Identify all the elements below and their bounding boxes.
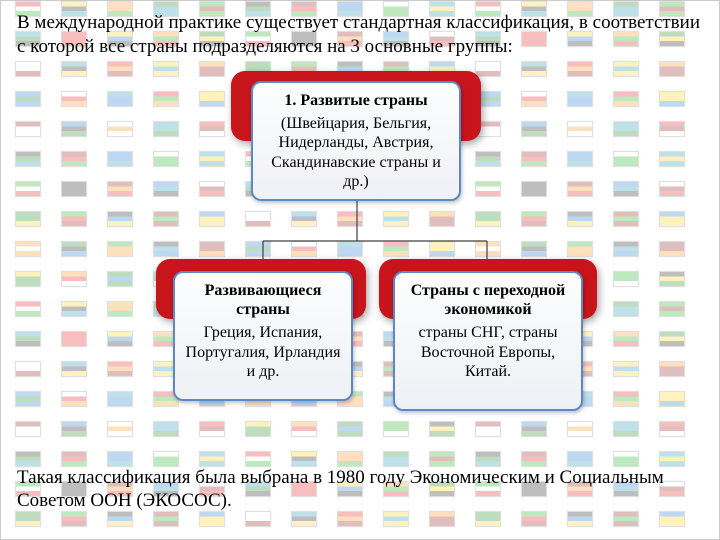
node-left-title: Развивающиеся страны [185, 281, 341, 319]
node-root: 1. Развитые страны (Швейцария, Бельгия, Н… [251, 81, 461, 201]
node-root-title: 1. Развитые страны [263, 91, 449, 110]
node-left-body: Греция, Испания, Португалия, Ирландия и … [185, 323, 341, 381]
node-right-body: страны СНГ, страны Восточной Европы, Кит… [405, 323, 571, 381]
content-layer: В международной практике существует стан… [1, 1, 719, 539]
node-root-body: (Швейцария, Бельгия, Нидерланды, Австрия… [263, 114, 449, 191]
node-left: Развивающиеся страны Греция, Испания, Пор… [173, 271, 353, 401]
country-classification-tree: 1. Развитые страны (Швейцария, Бельгия, Н… [1, 81, 719, 441]
node-right: Страны с переходной экономикой страны СНГ… [393, 271, 583, 411]
intro-text: В международной практике существует стан… [17, 11, 703, 59]
node-right-title: Страны с переходной экономикой [405, 281, 571, 319]
outro-text: Такая классификация была выбрана в 1980 … [17, 466, 703, 514]
slide: В международной практике существует стан… [0, 0, 720, 540]
